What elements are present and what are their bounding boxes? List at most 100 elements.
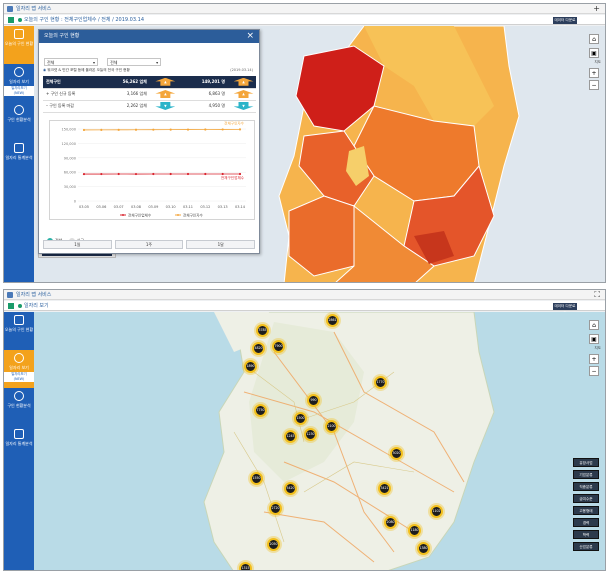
sidebar-item-analysis[interactable]: 구인 현황분석	[4, 388, 34, 426]
y-tick-label: 120,000	[62, 142, 76, 146]
series-point	[117, 128, 120, 131]
x-tick-label: 03.07	[114, 205, 124, 209]
close-icon[interactable]: ×	[246, 31, 254, 41]
category-button[interactable]: 유망사업	[573, 458, 599, 467]
x-tick-label: 03.06	[96, 205, 106, 209]
choropleth-map[interactable]: ⌂ ▣ 지도 + −	[34, 26, 605, 282]
down-arrow-icon: ▼	[233, 102, 254, 110]
zoom-out-button[interactable]: −	[589, 366, 599, 376]
job-cluster[interactable]: 1770	[374, 376, 387, 389]
app-title: 일자리 맵 서비스	[16, 292, 52, 298]
category-select[interactable]: 전체	[107, 58, 162, 66]
job-cluster[interactable]: 4820	[252, 342, 265, 355]
location-text: 일자리 보기	[24, 303, 49, 309]
app-icon	[7, 6, 13, 12]
job-cluster[interactable]: 1890	[244, 360, 257, 373]
sidebar-item-stats[interactable]: 일자리 통계분석	[4, 426, 34, 464]
job-cluster[interactable]: 990	[307, 394, 320, 407]
korea-choropleth	[34, 26, 605, 282]
sidebar-item-analysis[interactable]: 구인 현황분석	[4, 102, 34, 140]
period-week-button[interactable]: 1주	[114, 240, 184, 249]
job-cluster[interactable]: 2100	[325, 420, 338, 433]
job-cluster[interactable]: 3785	[256, 324, 269, 337]
period-day-button[interactable]: 1일	[43, 240, 112, 249]
job-cluster[interactable]: 2050	[267, 538, 280, 551]
category-button[interactable]: 산업분류	[573, 542, 599, 551]
fullscreen-icon[interactable]: ⛶	[594, 290, 600, 299]
zoom-out-button[interactable]: −	[589, 80, 599, 90]
today-status-dialog: 오늘의 구인 현황 × 전체 전체 ◉ 워크넷 & 민간 포털 등에 올라온 오…	[38, 29, 260, 254]
legend-label: 전체구인업체수	[128, 212, 152, 217]
job-cluster[interactable]: 1102	[430, 505, 443, 518]
job-cluster[interactable]: 7750	[254, 404, 267, 417]
y-tick-label: 90,000	[64, 156, 76, 160]
dialog-title: 오늘의 구인 현황	[44, 33, 80, 39]
sidebar-sub-label[interactable]: 일자리보기(NEW)	[4, 86, 34, 96]
briefcase-icon	[14, 315, 24, 325]
job-cluster[interactable]: 7900	[272, 340, 285, 353]
y-tick-label: 30,000	[64, 185, 76, 189]
sidebar-item-stats[interactable]: 일자리 통계분석	[4, 140, 34, 178]
y-tick-label: 0	[74, 200, 76, 204]
period-month-button[interactable]: 1달	[186, 240, 256, 249]
category-button[interactable]: 급여수준	[573, 494, 599, 503]
category-button[interactable]: 기업분류	[573, 470, 599, 479]
job-cluster[interactable]: 2720	[269, 502, 282, 515]
add-icon[interactable]: +	[593, 4, 600, 13]
zoom-in-button[interactable]: +	[589, 354, 599, 364]
job-cluster[interactable]: 1315	[239, 562, 252, 570]
title-bar: 일자리 맵 서비스 +	[4, 4, 605, 14]
job-cluster[interactable]: 2861	[326, 314, 339, 327]
bottom-panel: 일자리 맵 서비스 ⛶ 일자리 보기 데이터 다운로드 오늘의 구인 현황 일자…	[3, 289, 606, 571]
category-button[interactable]: 고용형태	[573, 506, 599, 515]
job-map[interactable]: 3785 4820 7900 2861 1890 1500 990 7750 1…	[34, 312, 605, 570]
job-cluster[interactable]: 3421	[378, 482, 391, 495]
series-point	[169, 172, 172, 176]
series-point	[169, 128, 172, 131]
category-button[interactable]: 직종분류	[573, 482, 599, 491]
job-cluster[interactable]: 1550	[250, 472, 263, 485]
job-cluster[interactable]: 3020	[390, 447, 403, 460]
region-select[interactable]: 전체	[44, 58, 98, 66]
home-icon[interactable]: ⌂	[589, 320, 599, 330]
people-icon	[14, 391, 24, 401]
job-cluster[interactable]: 1180	[408, 524, 421, 537]
sidebar-item-today[interactable]: 오늘의 구인 현황	[4, 26, 34, 64]
category-button[interactable]: 학력	[573, 530, 599, 539]
sidebar-item-jobs[interactable]: 일자리 보기 일자리보기(NEW)	[4, 64, 34, 102]
home-icon[interactable]: ⌂	[589, 34, 599, 44]
job-cluster[interactable]: 1230	[304, 428, 317, 441]
stats-table: 전체구인 56,262 업체 ▲ 149,201 명 ▲ + 구인 신규 등록 …	[43, 76, 256, 113]
stats-person-icon	[14, 143, 24, 153]
trend-chart-svg: 150,000 120,000 90,000 60,000 30,000 003.05 03…	[62, 120, 246, 217]
dialog-header: 오늘의 구인 현황 ×	[39, 30, 259, 43]
job-cluster[interactable]: 1380	[417, 542, 430, 555]
lock-icon[interactable]: ▣	[589, 48, 599, 58]
job-cluster[interactable]: 5420	[284, 482, 297, 495]
series-point	[100, 128, 103, 131]
location-bar: 오늘의 구인 현황 : 전체구인업체수 / 전체 / 2019.03.14 데이…	[4, 15, 605, 29]
zoom-in-button[interactable]: +	[589, 68, 599, 78]
download-button[interactable]: 데이터 다운로드	[553, 303, 577, 315]
category-button[interactable]: 경력	[573, 518, 599, 527]
download-button[interactable]: 데이터 다운로드	[553, 17, 577, 29]
sidebar-item-jobs[interactable]: 일자리 보기 일자리보기(NEW)	[4, 350, 34, 388]
series-point	[82, 172, 86, 176]
stats-person-icon	[14, 429, 24, 439]
sidebar-item-today[interactable]: 오늘의 구인 현황	[4, 312, 34, 350]
series-point	[134, 128, 138, 131]
x-tick-label: 03.12	[200, 205, 210, 209]
filter-row: 전체 전체	[44, 49, 165, 68]
job-cluster[interactable]: 1245	[284, 430, 297, 443]
sidebar-sub-label[interactable]: 일자리보기(NEW)	[4, 372, 34, 382]
location-text: 오늘의 구인 현황 : 전체구인업체수 / 전체 / 2019.03.14	[24, 17, 144, 23]
period-buttons: 1일 1주 1달	[43, 240, 256, 249]
up-arrow-icon: ▲	[155, 90, 176, 98]
job-cluster[interactable]: 2080	[384, 516, 397, 529]
series-point	[186, 128, 190, 131]
job-cluster[interactable]: 1500	[294, 412, 307, 425]
menu-icon[interactable]	[8, 17, 14, 23]
zoom-label: 지도	[594, 60, 601, 64]
lock-icon[interactable]: ▣	[589, 334, 599, 344]
menu-icon[interactable]	[8, 303, 14, 309]
